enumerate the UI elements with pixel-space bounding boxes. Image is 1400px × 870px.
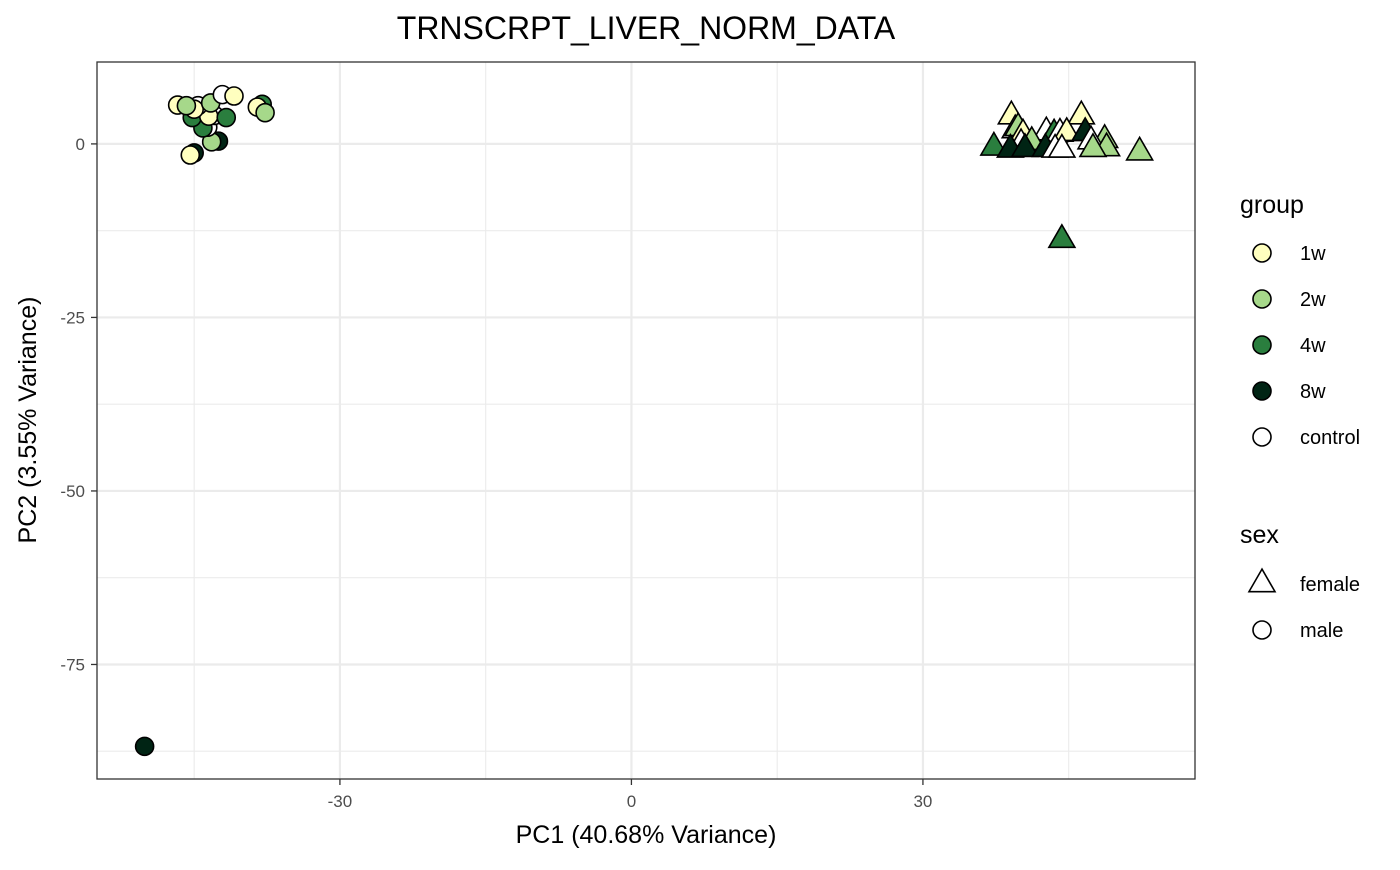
- data-point-male: [134, 736, 155, 757]
- panel-border: [96, 61, 1196, 780]
- legend-label-8w: 8w: [1300, 381, 1326, 403]
- data-point-male: [224, 86, 244, 106]
- data-point-female: [1066, 99, 1096, 125]
- data-point-female: [1078, 132, 1108, 158]
- legend-label-male: male: [1300, 620, 1343, 642]
- data-point-female: [1010, 132, 1040, 158]
- y-tick-label: 0: [76, 135, 85, 154]
- y-tick-label: -75: [60, 655, 85, 674]
- legend-title-sex: sex: [1240, 521, 1279, 549]
- y-axis-title: PC2 (3.55% Variance): [14, 297, 42, 544]
- y-axis: 0 -25 -50 -75: [60, 135, 97, 674]
- data-point-male: [255, 102, 275, 123]
- x-axis-title: PC1 (40.68% Variance): [516, 821, 777, 849]
- data-point-female: [1047, 223, 1077, 249]
- x-tick-label: 30: [913, 792, 932, 811]
- legend-key-control: [1252, 427, 1272, 447]
- legend-key-8w: [1252, 381, 1272, 401]
- data-point-male: [180, 145, 201, 165]
- data-points: [134, 84, 1154, 757]
- data-point-male: [176, 95, 197, 116]
- legend-key-female: [1247, 567, 1277, 593]
- legend-key-2w: [1252, 289, 1272, 309]
- data-point-female: [1052, 116, 1082, 142]
- x-tick-label: 0: [627, 792, 636, 811]
- y-tick-label: -25: [60, 308, 85, 327]
- legend: group 1w 2w 4w 8w control sex female male: [1240, 191, 1360, 642]
- data-point-female: [1047, 132, 1077, 158]
- x-tick-label: -30: [328, 792, 353, 811]
- y-tick-label: -50: [60, 482, 85, 501]
- legend-key-male: [1252, 620, 1272, 640]
- legend-title-group: group: [1240, 191, 1304, 219]
- legend-label-1w: 1w: [1300, 243, 1326, 265]
- grid: [97, 62, 1195, 779]
- legend-key-4w: [1252, 335, 1272, 355]
- legend-label-2w: 2w: [1300, 289, 1326, 311]
- legend-key-1w: [1252, 243, 1272, 263]
- chart-title: TRNSCRPT_LIVER_NORM_DATA: [397, 10, 896, 46]
- data-point-female: [979, 130, 1009, 156]
- x-axis: -30 0 30: [328, 779, 932, 811]
- legend-label-female: female: [1300, 574, 1360, 596]
- legend-label-control: control: [1300, 427, 1360, 449]
- data-point-female: [1125, 135, 1154, 161]
- data-point-male: [216, 107, 237, 128]
- legend-label-4w: 4w: [1300, 335, 1326, 357]
